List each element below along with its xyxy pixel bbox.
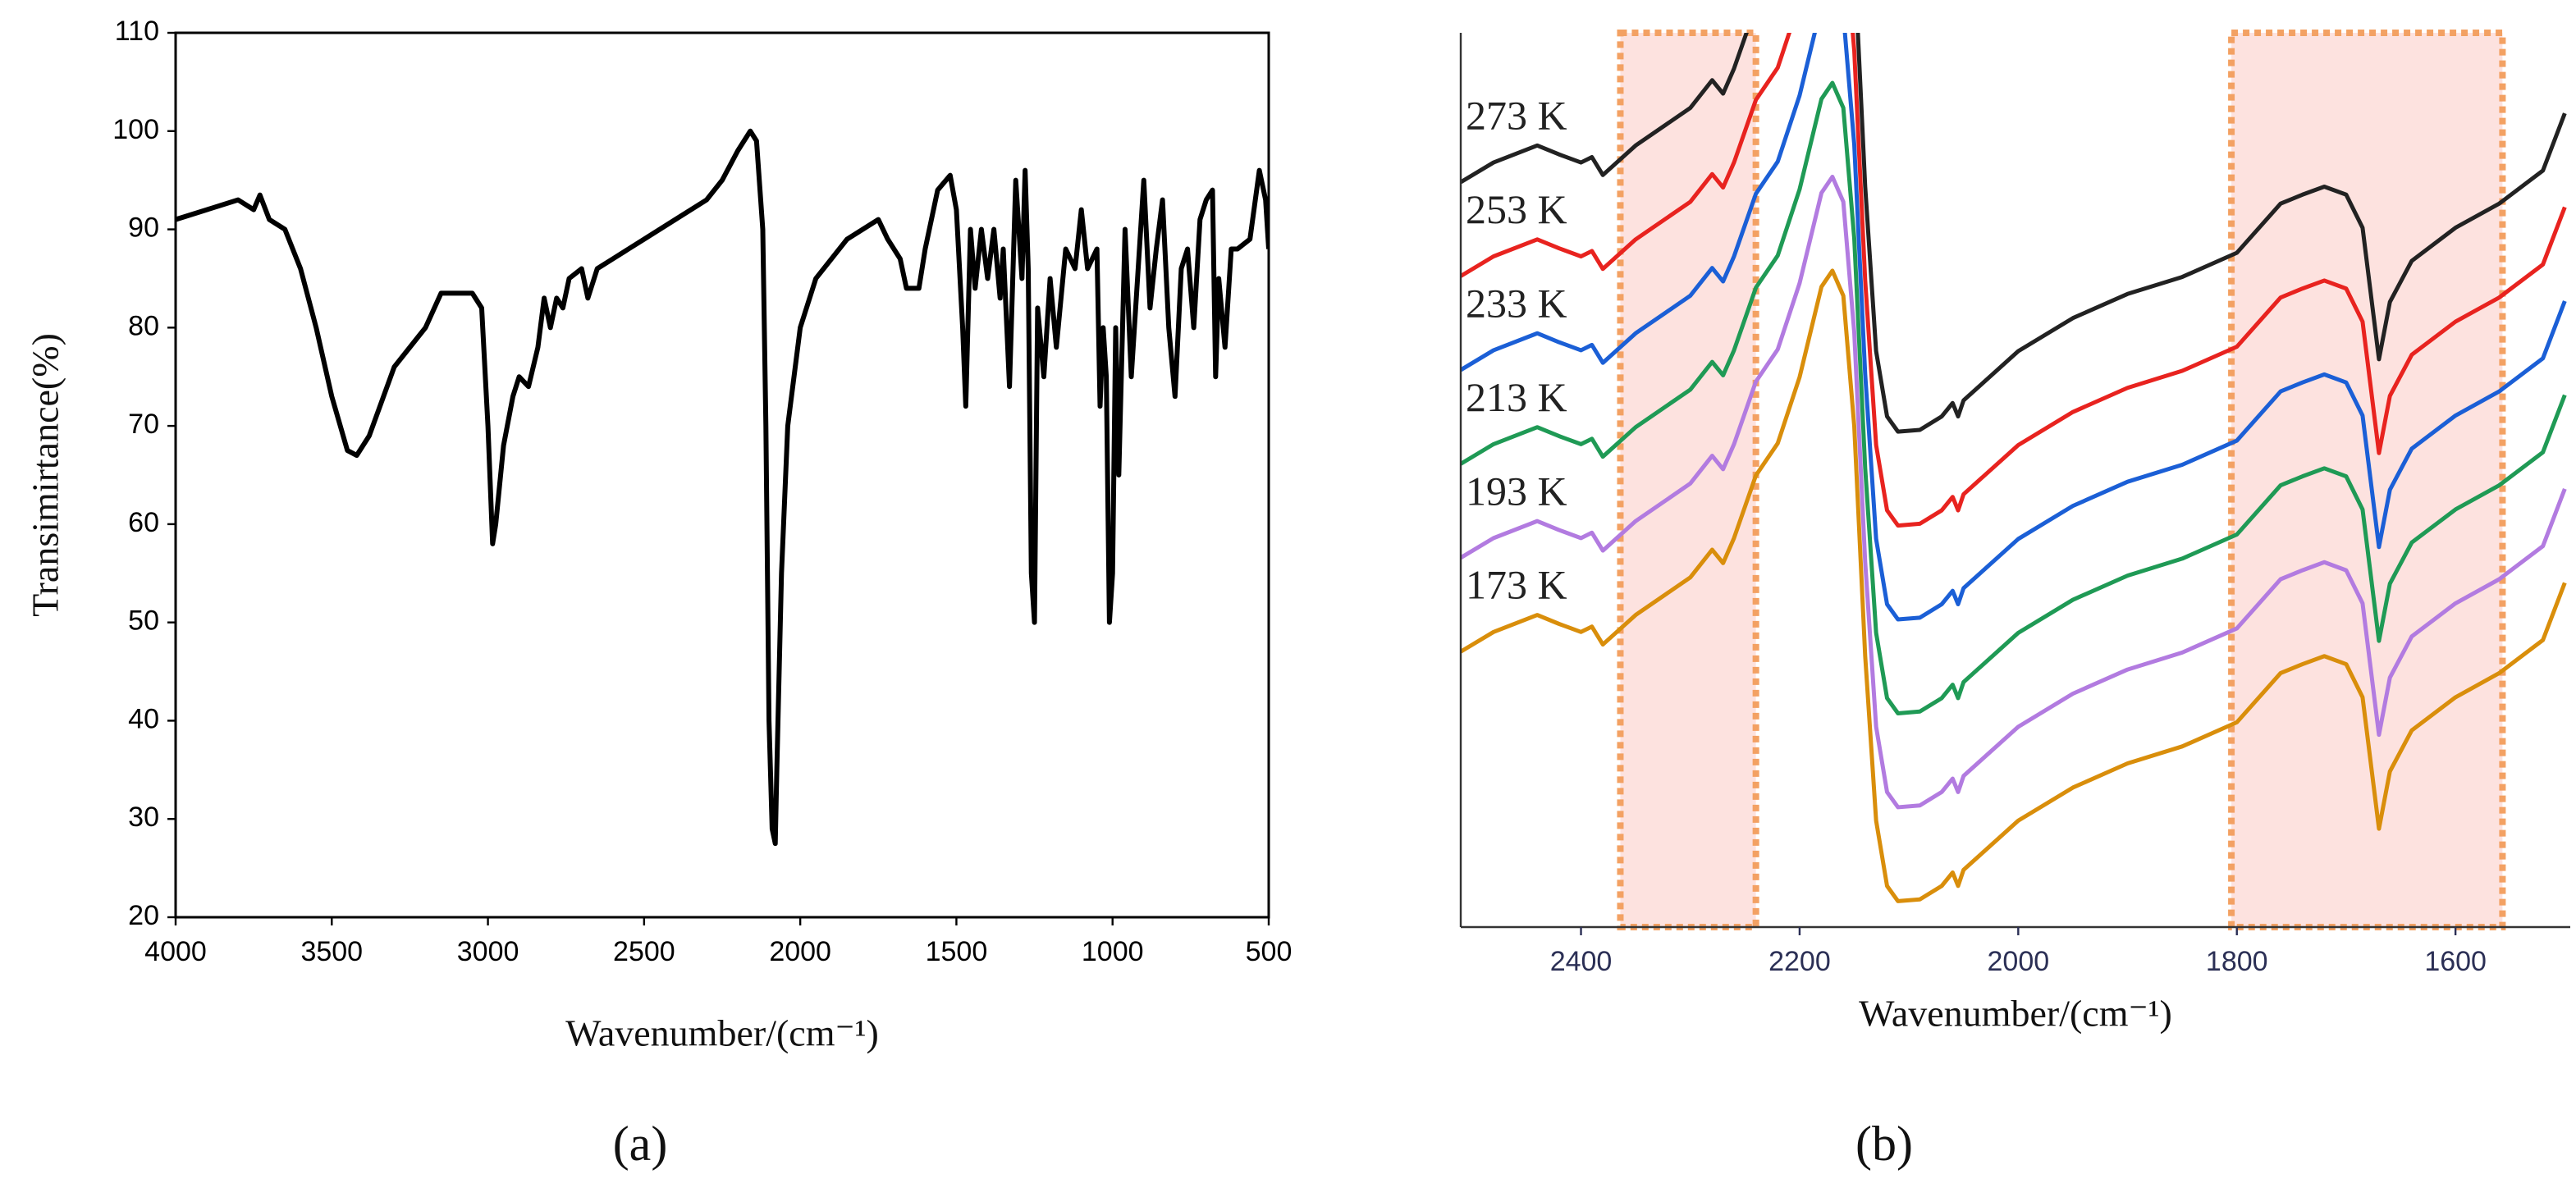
- x-tick-label: 2000: [1988, 946, 2050, 977]
- data-line: [1461, 174, 2567, 810]
- data-line: [1461, 268, 2567, 903]
- highlight-region: [1617, 30, 1759, 930]
- x-tick-label: 2500: [613, 936, 675, 967]
- x-tick-label: 3000: [457, 936, 519, 967]
- x-tick-label: 4000: [144, 936, 207, 967]
- y-tick-label: 40: [128, 703, 159, 734]
- series-label: 253 K: [1466, 186, 1567, 232]
- data-line: [1461, 33, 2567, 622]
- data-line: [1461, 33, 2567, 528]
- series-label: 233 K: [1466, 280, 1567, 326]
- data-line: [1461, 33, 2567, 434]
- plot-frame: [174, 31, 1270, 919]
- y-tick-label: 100: [112, 114, 159, 145]
- y-tick-label: 110: [115, 16, 159, 47]
- x-tick-label: 2400: [1550, 946, 1613, 977]
- x-tick-label: 1800: [2206, 946, 2268, 977]
- x-tick-label: 2200: [1768, 946, 1831, 977]
- series-label: 213 K: [1466, 374, 1567, 420]
- data-line: [176, 128, 1269, 847]
- x-tick-label: 1500: [926, 936, 988, 967]
- y-tick-label: 60: [128, 507, 159, 538]
- x-tick-label: 500: [1246, 936, 1293, 967]
- y-tick-label: 20: [128, 900, 159, 931]
- y-tick-label: 90: [128, 212, 159, 244]
- x-tick-label: 2000: [769, 936, 831, 967]
- data-line: [1461, 80, 2567, 715]
- highlight-region: [2228, 30, 2506, 930]
- series-label: 173 K: [1466, 562, 1567, 608]
- y-axis-title: Transimirtance(%): [25, 333, 66, 617]
- panel-label: (a): [613, 1117, 668, 1171]
- panel-label: (b): [1855, 1117, 1913, 1171]
- y-tick-label: 80: [128, 310, 159, 341]
- series-label: 273 K: [1466, 92, 1567, 138]
- y-tick-label: 70: [128, 409, 159, 440]
- x-tick-label: 3500: [300, 936, 363, 967]
- y-tick-label: 30: [128, 802, 159, 833]
- x-axis-title: Wavenumber/(cm⁻¹): [1859, 993, 2172, 1035]
- x-axis-title: Wavenumber/(cm⁻¹): [565, 1012, 879, 1054]
- y-tick-label: 50: [128, 605, 159, 637]
- x-tick-label: 1000: [1082, 936, 1144, 967]
- series-label: 193 K: [1466, 468, 1567, 514]
- x-tick-label: 1600: [2424, 946, 2487, 977]
